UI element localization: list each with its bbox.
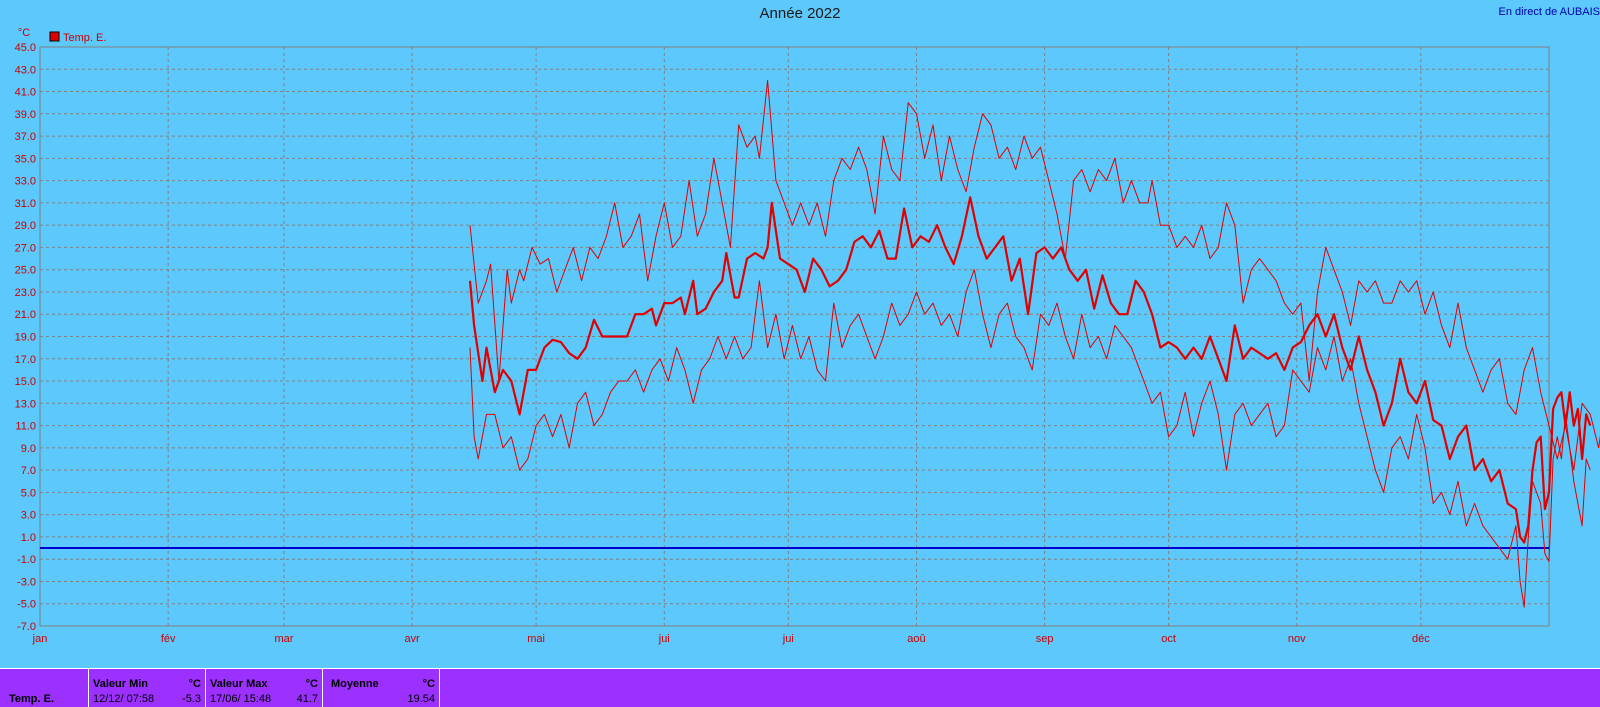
y-tick-label: -7.0 [17,621,36,633]
x-tick-label: jui [658,633,670,645]
x-tick-label: mai [527,633,545,645]
x-tick-label: nov [1288,633,1306,645]
min-heading: Valeur Min [93,678,148,690]
y-tick-label: 5.0 [21,487,36,499]
y-tick-label: 39.0 [15,109,36,121]
y-tick-label: -1.0 [17,554,36,566]
statistics-footer: Temp. E. Valeur Min °C 12/12/ 07:58 -5.3… [0,668,1600,707]
y-tick-label: 21.0 [15,309,36,321]
footer-min-cell: Valeur Min °C 12/12/ 07:58 -5.3 [89,669,206,707]
legend-swatch [50,32,59,41]
max-unit: °C [306,678,318,690]
x-tick-label: fév [161,633,176,645]
x-tick-label: déc [1412,633,1430,645]
x-tick-label: jan [32,633,48,645]
max-date: 17/06/ 15:48 [210,693,271,705]
min-value: -5.3 [182,693,201,705]
footer-series-cell: Temp. E. [0,669,89,707]
y-tick-label: 43.0 [15,64,36,76]
y-tick-label: 37.0 [15,131,36,143]
live-station-link[interactable]: En direct de AUBAIS [1499,6,1600,18]
y-axis-unit: °C [18,27,30,39]
y-tick-label: 41.0 [15,87,36,99]
footer-series-label: Temp. E. [9,693,54,705]
footer-avg-cell: Moyenne °C 19.54 [323,669,440,707]
avg-value: 19.54 [407,693,435,705]
y-tick-label: 23.0 [15,287,36,299]
x-tick-label: jui [782,633,794,645]
y-tick-label: 15.0 [15,376,36,388]
x-tick-label: sep [1036,633,1054,645]
y-tick-label: 33.0 [15,176,36,188]
y-tick-label: 27.0 [15,242,36,254]
y-tick-label: 31.0 [15,198,36,210]
min-unit: °C [189,678,201,690]
x-tick-label: oct [1161,633,1176,645]
y-tick-label: 9.0 [21,443,36,455]
avg-unit: °C [423,678,435,690]
series-min-line [470,270,1590,607]
x-tick-label: aoû [907,633,925,645]
y-tick-label: 29.0 [15,220,36,232]
y-tick-label: -5.0 [17,599,36,611]
y-tick-label: 1.0 [21,532,36,544]
max-heading: Valeur Max [210,678,267,690]
y-tick-label: 45.0 [15,42,36,54]
footer-max-cell: Valeur Max °C 17/06/ 15:48 41.7 [206,669,323,707]
avg-heading: Moyenne [331,678,379,690]
x-tick-label: avr [404,633,420,645]
max-value: 41.7 [297,693,318,705]
y-tick-label: 25.0 [15,265,36,277]
plot-frame [40,47,1549,626]
y-tick-label: 13.0 [15,398,36,410]
y-tick-label: 17.0 [15,354,36,366]
chart-title: Année 2022 [0,5,1600,22]
y-tick-label: 3.0 [21,510,36,522]
x-tick-label: mar [274,633,293,645]
y-tick-label: 35.0 [15,153,36,165]
series-average-line [470,197,1590,542]
y-tick-label: 11.0 [15,421,36,433]
y-tick-label: -3.0 [17,576,36,588]
legend-label: Temp. E. [63,32,106,44]
y-tick-label: 7.0 [21,465,36,477]
y-tick-label: 19.0 [15,332,36,344]
min-date: 12/12/ 07:58 [93,693,154,705]
temperature-chart: 45.0 43.0 41.0 39.0 37.0 35.0 33.0 31.0 29.0 27.0… [0,0,1600,668]
